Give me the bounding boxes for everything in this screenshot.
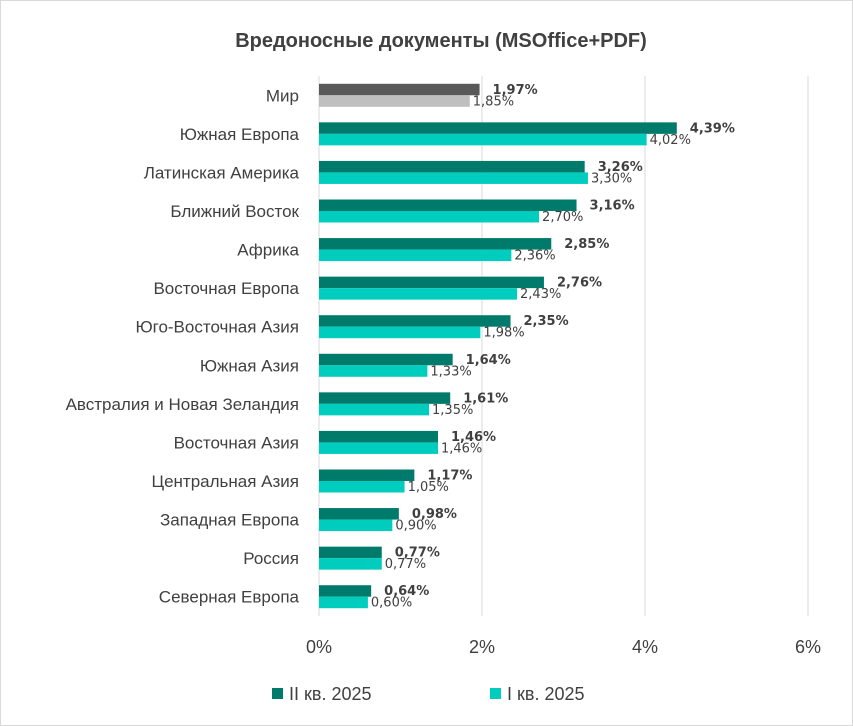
legend: II кв. 2025 I кв. 2025 xyxy=(272,684,584,704)
data-label: 0,77% xyxy=(395,546,440,561)
bar-q1-2025 xyxy=(319,442,438,454)
bar-q1-2025 xyxy=(319,133,647,146)
data-label: 3,30% xyxy=(591,171,632,186)
bar-q2-2025 xyxy=(319,199,577,211)
bar-q2-2025 xyxy=(319,430,438,443)
bar-q1-2025 xyxy=(319,172,588,184)
category-label: Северная Европа xyxy=(159,588,300,607)
category-label: Южная Европа xyxy=(180,125,300,144)
data-label: 2,70% xyxy=(542,210,583,225)
x-tick-label: 2% xyxy=(469,637,495,657)
category-label: Западная Европа xyxy=(160,511,300,530)
data-label: 2,76% xyxy=(557,276,602,291)
category-label: Восточная Азия xyxy=(174,433,299,452)
bar-q2-2025 xyxy=(319,315,511,327)
bars xyxy=(319,83,677,609)
data-label: 0,60% xyxy=(371,596,412,611)
chart-title: Вредоносные документы (MSOffice+PDF) xyxy=(235,30,647,52)
bar-q1-2025 xyxy=(319,403,430,416)
data-label: 3,16% xyxy=(590,199,635,214)
bar-q2-2025 xyxy=(319,160,585,173)
data-label: 2,36% xyxy=(514,249,555,264)
category-label: Южная Азия xyxy=(200,356,299,375)
x-tick-label: 6% xyxy=(795,637,821,657)
data-label: 1,61% xyxy=(463,391,508,406)
category-label: Россия xyxy=(243,549,299,568)
bar-q1-2025 xyxy=(319,326,481,339)
bar-q2-2025 xyxy=(319,469,415,481)
data-label: 0,98% xyxy=(412,507,457,522)
data-label: 1,05% xyxy=(408,480,449,495)
data-label: 0,77% xyxy=(385,557,426,572)
bar-q2-2025 xyxy=(319,353,453,366)
category-label: Юго-Восточная Азия xyxy=(135,318,299,337)
data-label: 1,35% xyxy=(432,403,473,418)
bar-q1-2025 xyxy=(319,365,428,377)
bar-q1-2025 xyxy=(319,596,368,609)
category-label: Центральная Азия xyxy=(152,472,300,491)
bar-q2-2025 xyxy=(319,122,677,134)
bar-q1-2025 xyxy=(319,249,512,262)
data-label: 0,64% xyxy=(384,584,429,599)
category-label: Латинская Америка xyxy=(144,163,300,182)
data-label: 1,97% xyxy=(493,83,538,98)
data-label: 2,85% xyxy=(564,237,609,252)
bar-q2-2025 xyxy=(319,508,399,520)
data-label: 4,02% xyxy=(650,133,691,148)
data-label: 4,39% xyxy=(690,121,735,136)
legend-label: I кв. 2025 xyxy=(507,684,584,704)
x-tick-label: 4% xyxy=(632,637,658,657)
bar-q1-2025 xyxy=(319,481,405,493)
bar-q2-2025 xyxy=(319,546,382,559)
bar-q1-2025 xyxy=(319,558,382,570)
data-label: 1,33% xyxy=(430,364,471,379)
data-labels: 1,97%1,85% 4,39%4,02% 3,26%3,30% 3,16% 2,70%… xyxy=(371,83,735,611)
legend-swatch xyxy=(272,688,283,699)
data-label: 1,46% xyxy=(451,430,496,445)
data-label: 1,17% xyxy=(427,469,472,484)
category-label: Австралия и Новая Зеландия xyxy=(66,395,299,414)
data-label: 2,35% xyxy=(524,314,569,329)
bar-q1-2025 xyxy=(319,211,540,223)
data-label: 1,46% xyxy=(441,441,482,456)
bar-q2-2025 xyxy=(319,83,480,96)
category-label: Мир xyxy=(266,86,299,105)
x-axis-tick-labels: 0% 2% 4% 6% xyxy=(306,637,821,657)
category-label: Ближний Восток xyxy=(170,202,299,221)
bar-q2-2025 xyxy=(319,392,451,404)
bar-q1-2025 xyxy=(319,519,393,532)
category-label: Восточная Европа xyxy=(153,279,299,298)
data-label: 1,98% xyxy=(483,326,524,341)
data-label: 2,43% xyxy=(520,287,561,302)
x-tick-label: 0% xyxy=(306,637,332,657)
legend-swatch xyxy=(490,688,501,699)
bar-q1-2025 xyxy=(319,288,518,300)
data-label: 3,26% xyxy=(598,160,643,175)
data-label: 1,64% xyxy=(466,353,511,368)
gridlines xyxy=(318,76,809,616)
legend-label: II кв. 2025 xyxy=(289,684,372,704)
data-label: 0,90% xyxy=(395,519,436,534)
bar-q1-2025 xyxy=(319,95,470,107)
category-label: Африка xyxy=(237,241,299,260)
category-labels: Мир Южная Европа Латинская Америка Ближний … xyxy=(66,86,300,606)
bar-q2-2025 xyxy=(319,238,552,250)
bar-q2-2025 xyxy=(319,276,544,289)
bar-q2-2025 xyxy=(319,585,372,597)
data-label: 1,85% xyxy=(473,94,514,109)
